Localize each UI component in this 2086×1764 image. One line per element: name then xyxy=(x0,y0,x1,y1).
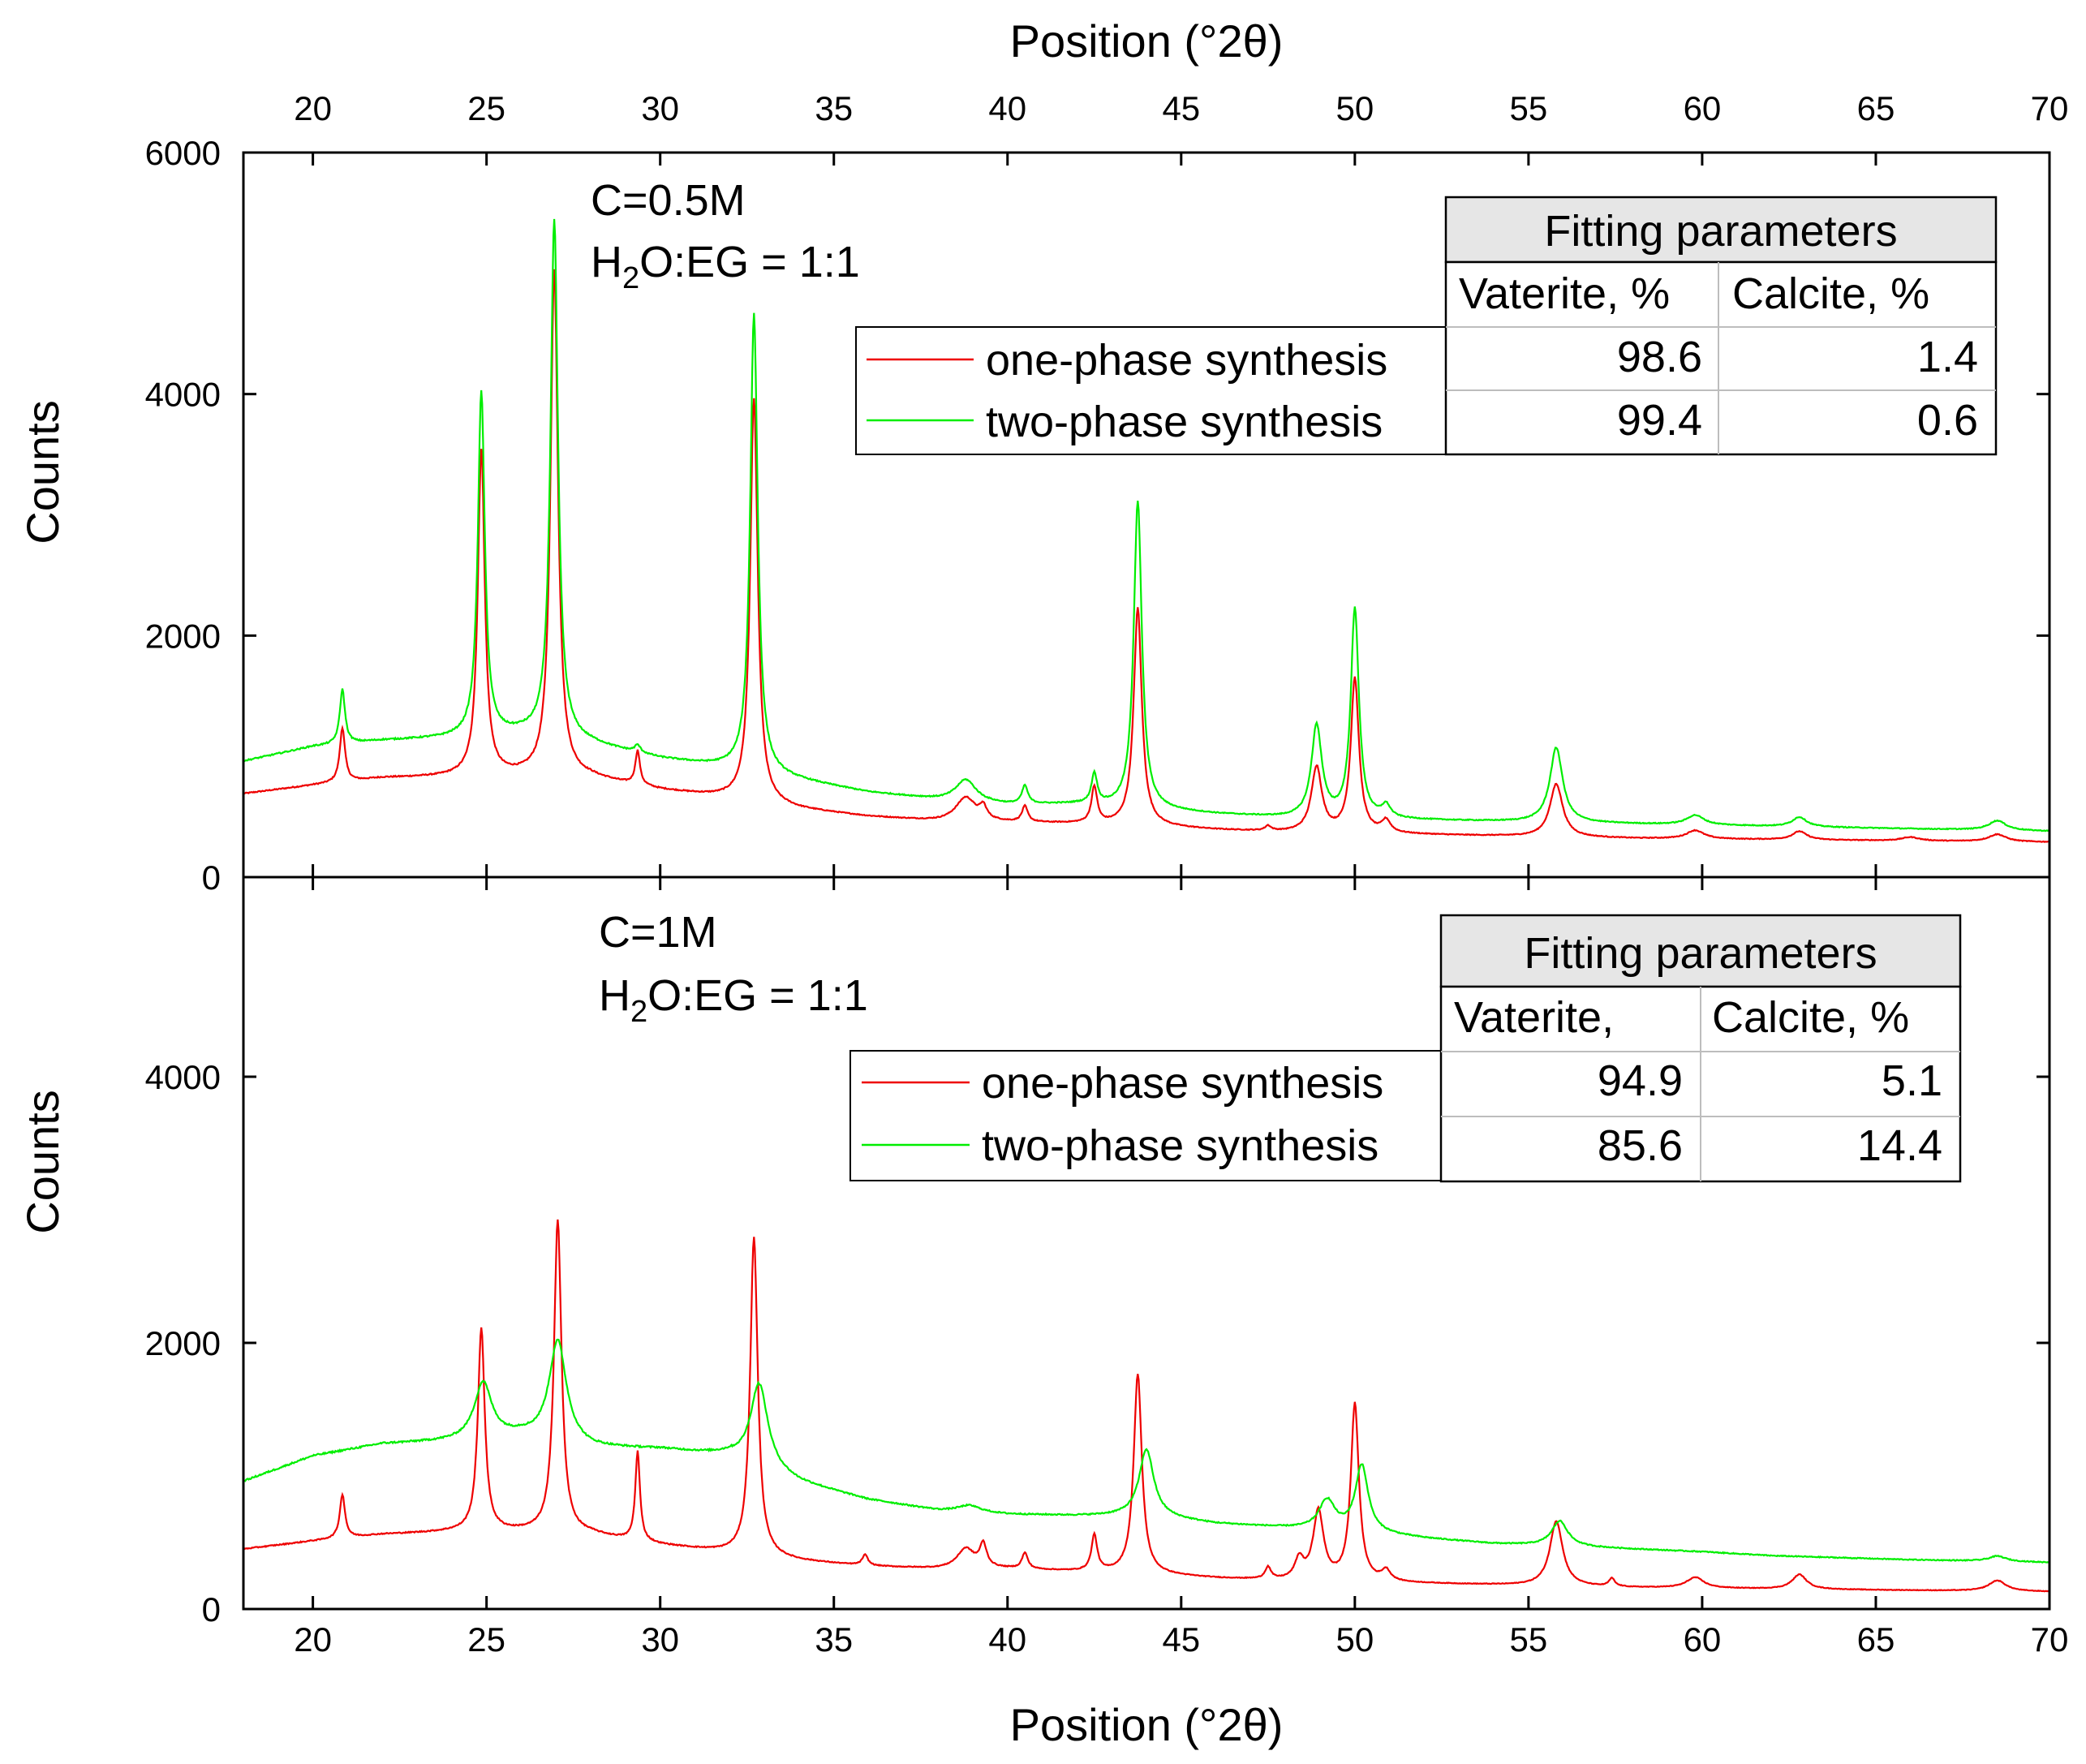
top-table-cell: 1.4 xyxy=(1917,333,1978,381)
x-tick-label-top: 60 xyxy=(1684,89,1722,127)
y-tick-label: 2000 xyxy=(145,1324,221,1362)
axis-ticks xyxy=(243,151,2051,1611)
top-legend-two-phase-label: two-phase synthesis xyxy=(986,398,1383,446)
y-tick-label: 0 xyxy=(202,1590,221,1628)
y-tick-label: 4000 xyxy=(145,376,221,414)
bottom-table-cell: 14.4 xyxy=(1857,1121,1942,1170)
bottom-panel-y-axis-title: Counts xyxy=(17,1090,68,1233)
x-tick-label-bottom: 20 xyxy=(294,1620,332,1659)
bottom-table-cell: 85.6 xyxy=(1598,1121,1683,1170)
top-table-header-calcite: Calcite, % xyxy=(1732,269,1929,318)
bottom-panel-plot-area xyxy=(243,1219,2050,1593)
top-panel-legend: one-phase synthesis two-phase synthesis xyxy=(855,326,1449,455)
top-panel-one-phase-line xyxy=(243,269,2050,843)
top-legend-one-phase-label: one-phase synthesis xyxy=(986,336,1387,385)
bottom-panel-fitting-table: Fitting parameters Vaterite, Calcite, % … xyxy=(1439,914,1962,1183)
bottom-panel-one-phase-line xyxy=(243,1219,2050,1593)
x-tick-label-top: 20 xyxy=(294,89,332,127)
bottom-axis-title: Position (°2θ) xyxy=(1010,1699,1284,1750)
y-tick-label: 0 xyxy=(202,858,221,897)
top-axis-title: Position (°2θ) xyxy=(1010,15,1284,67)
x-tick-label-top: 50 xyxy=(1335,89,1374,127)
x-tick-label-bottom: 65 xyxy=(1857,1620,1895,1659)
top-table-cell: 99.4 xyxy=(1617,396,1702,445)
bottom-legend-two-phase-label: two-phase synthesis xyxy=(982,1121,1378,1170)
x-tick-label-top: 35 xyxy=(815,89,853,127)
bottom-table-header-vaterite: Vaterite, xyxy=(1454,993,1614,1042)
top-table-cell: 0.6 xyxy=(1917,396,1978,445)
x-tick-label-bottom: 25 xyxy=(467,1620,505,1659)
top-table-title: Fitting parameters xyxy=(1544,207,1897,256)
x-tick-label-bottom: 55 xyxy=(1510,1620,1548,1659)
x-tick-label-top: 55 xyxy=(1510,89,1548,127)
x-tick-label-top: 70 xyxy=(2031,89,2069,127)
bottom-table-cell: 94.9 xyxy=(1598,1056,1683,1105)
x-tick-label-top: 45 xyxy=(1162,89,1200,127)
axis-tick-labels: 20 20 25 25 30 30 35 35 40 40 45 45 50 50 55 55 60 60 65 65… xyxy=(145,89,2069,1659)
y-tick-label: 6000 xyxy=(145,134,221,172)
x-tick-label-top: 40 xyxy=(988,89,1026,127)
y-tick-label: 4000 xyxy=(145,1058,221,1096)
top-table-cell: 98.6 xyxy=(1617,333,1702,381)
x-tick-label-top: 30 xyxy=(641,89,679,127)
bottom-panel-concentration-label: C=1M xyxy=(599,908,717,957)
top-panel-solvent-ratio-label: H2O:EG = 1:1 xyxy=(591,238,860,295)
x-tick-label-bottom: 60 xyxy=(1684,1620,1722,1659)
top-panel-two-phase-line xyxy=(243,218,2050,833)
top-table-header-vaterite: Vaterite, % xyxy=(1459,269,1670,318)
bottom-panel-legend: one-phase synthesis two-phase synthesis xyxy=(849,1050,1443,1181)
x-tick-label-bottom: 70 xyxy=(2031,1620,2069,1659)
bottom-table-header-calcite: Calcite, % xyxy=(1712,993,1909,1042)
bottom-table-title: Fitting parameters xyxy=(1524,929,1877,978)
top-panel-concentration-label: C=0.5M xyxy=(591,176,746,225)
y-tick-label: 2000 xyxy=(145,617,221,655)
bottom-table-cell: 5.1 xyxy=(1882,1056,1942,1105)
top-panel-y-axis-title: Counts xyxy=(17,400,68,544)
x-tick-label-bottom: 35 xyxy=(815,1620,853,1659)
x-tick-label-bottom: 30 xyxy=(641,1620,679,1659)
x-tick-label-top: 25 xyxy=(467,89,505,127)
top-panel-fitting-table: Fitting parameters Vaterite, % Calcite, … xyxy=(1444,196,1998,456)
bottom-panel-frame xyxy=(242,876,2051,1611)
bottom-panel-solvent-ratio-label: H2O:EG = 1:1 xyxy=(599,971,868,1029)
x-tick-label-bottom: 50 xyxy=(1335,1620,1374,1659)
bottom-legend-one-phase-label: one-phase synthesis xyxy=(982,1059,1383,1108)
top-panel-plot-area xyxy=(243,218,2050,843)
x-tick-label-bottom: 40 xyxy=(988,1620,1026,1659)
x-tick-label-top: 65 xyxy=(1857,89,1895,127)
bottom-panel-two-phase-line xyxy=(243,1338,2049,1564)
x-tick-label-bottom: 45 xyxy=(1162,1620,1200,1659)
